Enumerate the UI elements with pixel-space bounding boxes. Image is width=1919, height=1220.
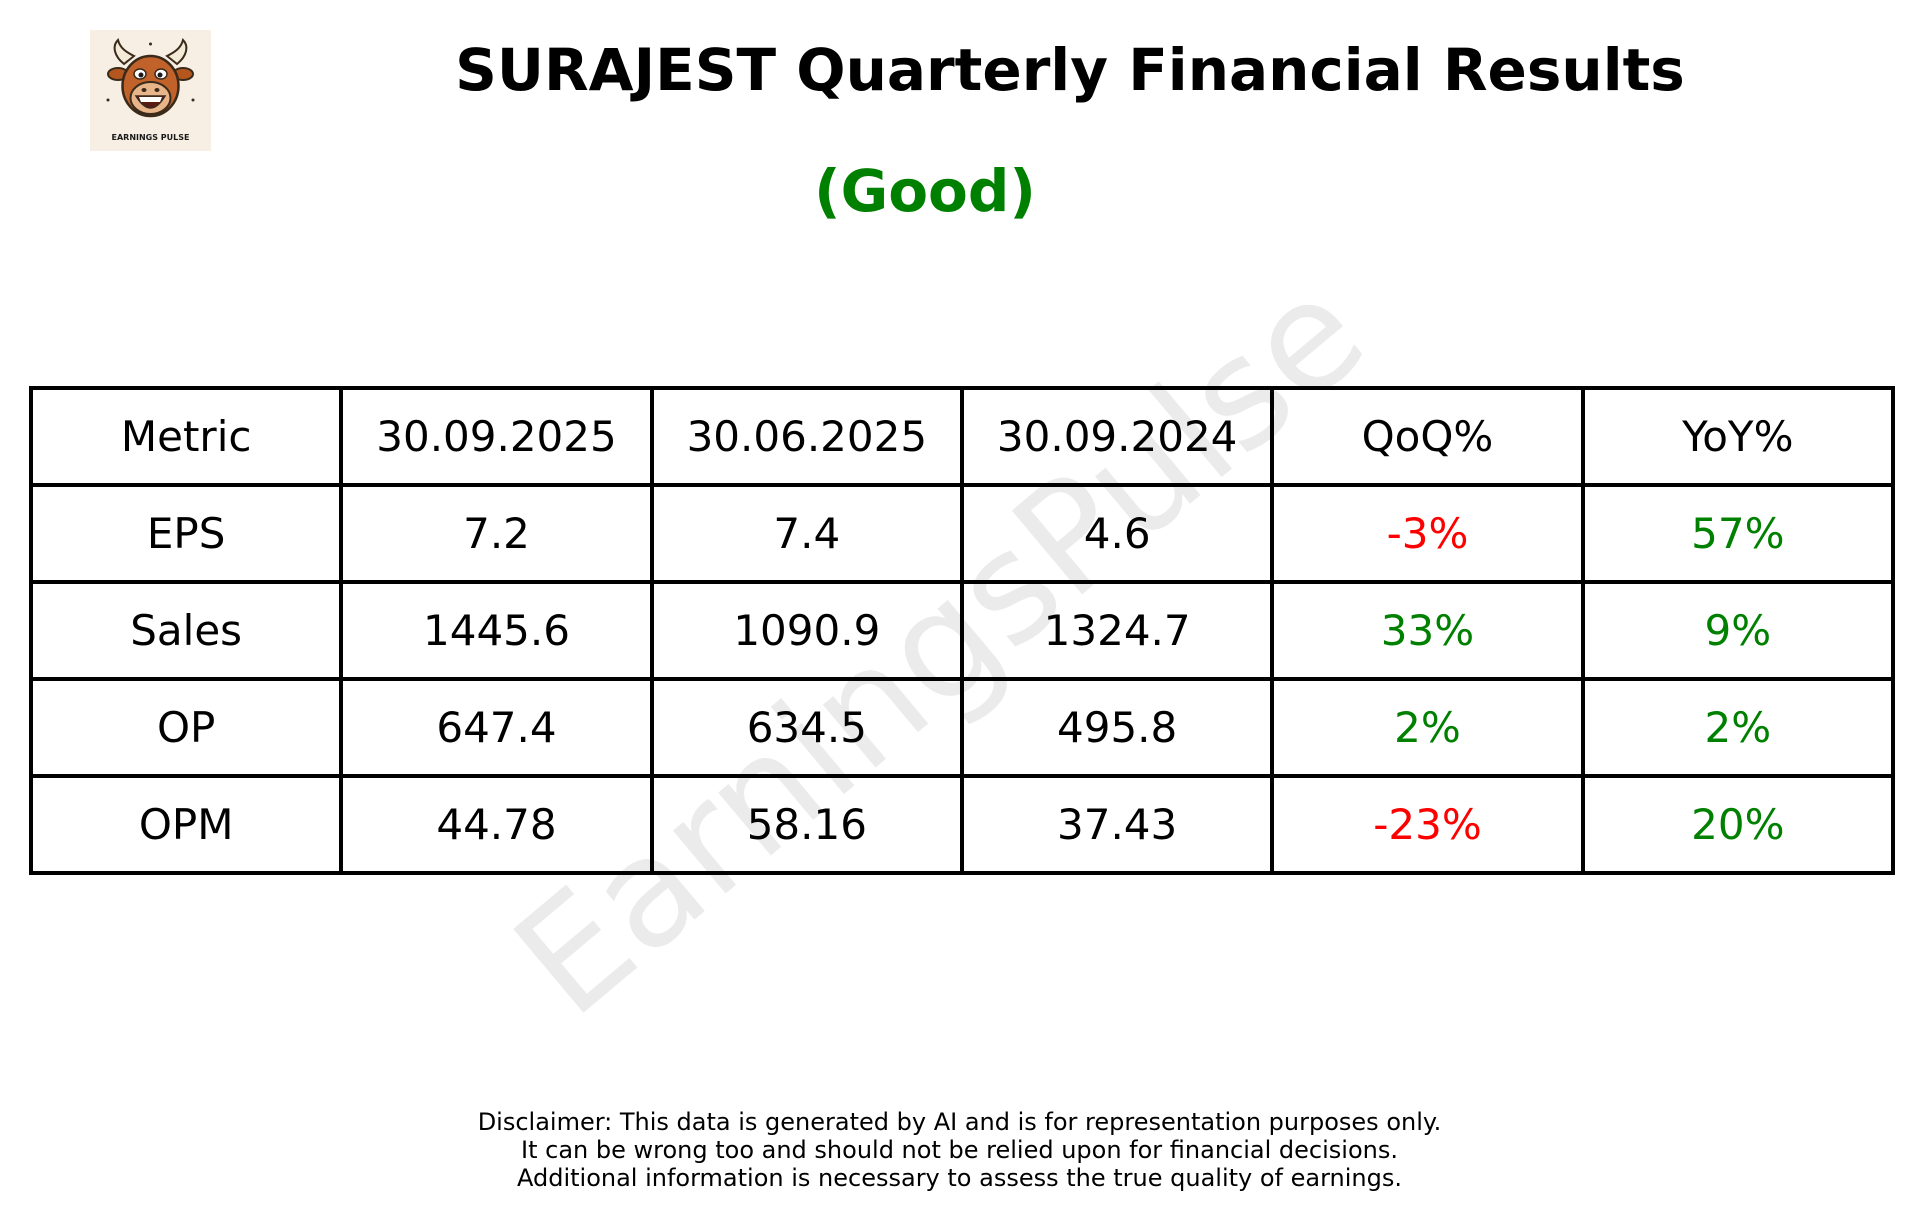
- result-verdict: (Good): [814, 157, 1036, 225]
- table-row: OP 647.4 634.5 495.8 2% 2%: [28, 677, 1896, 778]
- disclaimer-line: It can be wrong too and should not be re…: [521, 1136, 1398, 1164]
- value-q1: 1445.6: [339, 580, 654, 681]
- value-q3: 4.6: [959, 483, 1275, 584]
- disclaimer-line: Additional information is necessary to a…: [516, 1164, 1402, 1192]
- yoy-change: 57%: [1580, 483, 1896, 584]
- qoq-change: -23%: [1270, 774, 1585, 875]
- results-table: Metric 30.09.2025 30.06.2025 30.09.2024 …: [28, 386, 1896, 875]
- table-row: OPM 44.78 58.16 37.43 -23% 20%: [28, 774, 1896, 875]
- value-q1: 647.4: [339, 677, 654, 778]
- value-q1: 44.78: [339, 774, 654, 875]
- qoq-change: -3%: [1270, 483, 1585, 584]
- logo-text: EARNINGS PULSE: [112, 133, 190, 142]
- value-q3: 495.8: [959, 677, 1275, 778]
- value-q2: 58.16: [649, 774, 964, 875]
- yoy-change: 9%: [1580, 580, 1896, 681]
- header-quarter-1: 30.09.2025: [339, 386, 654, 487]
- yoy-change: 20%: [1580, 774, 1896, 875]
- value-q1: 7.2: [339, 483, 654, 584]
- metric-name: Sales: [28, 580, 344, 681]
- header-quarter-2: 30.06.2025: [649, 386, 964, 487]
- qoq-change: 2%: [1270, 677, 1585, 778]
- qoq-change: 33%: [1270, 580, 1585, 681]
- metric-name: OPM: [28, 774, 344, 875]
- metric-name: EPS: [28, 483, 344, 584]
- table-row: EPS 7.2 7.4 4.6 -3% 57%: [28, 483, 1896, 584]
- value-q2: 1090.9: [649, 580, 964, 681]
- value-q2: 634.5: [649, 677, 964, 778]
- header-metric: Metric: [28, 386, 344, 487]
- disclaimer-line: Disclaimer: This data is generated by AI…: [477, 1108, 1442, 1136]
- value-q3: 37.43: [959, 774, 1275, 875]
- table-header-row: Metric 30.09.2025 30.06.2025 30.09.2024 …: [28, 386, 1896, 487]
- header-yoy: YoY%: [1580, 386, 1896, 487]
- value-q3: 1324.7: [959, 580, 1275, 681]
- disclaimer: Disclaimer: This data is generated by AI…: [0, 1108, 1919, 1192]
- bull-mascot-icon: EARNINGS PULSE: [106, 38, 195, 142]
- value-q2: 7.4: [649, 483, 964, 584]
- earnings-pulse-logo: EARNINGS PULSE: [90, 30, 211, 151]
- header-quarter-3: 30.09.2024: [959, 386, 1275, 487]
- header-qoq: QoQ%: [1270, 386, 1585, 487]
- table-row: Sales 1445.6 1090.9 1324.7 33% 9%: [28, 580, 1896, 681]
- yoy-change: 2%: [1580, 677, 1896, 778]
- page-title: SURAJEST Quarterly Financial Results: [455, 36, 1685, 104]
- metric-name: OP: [28, 677, 344, 778]
